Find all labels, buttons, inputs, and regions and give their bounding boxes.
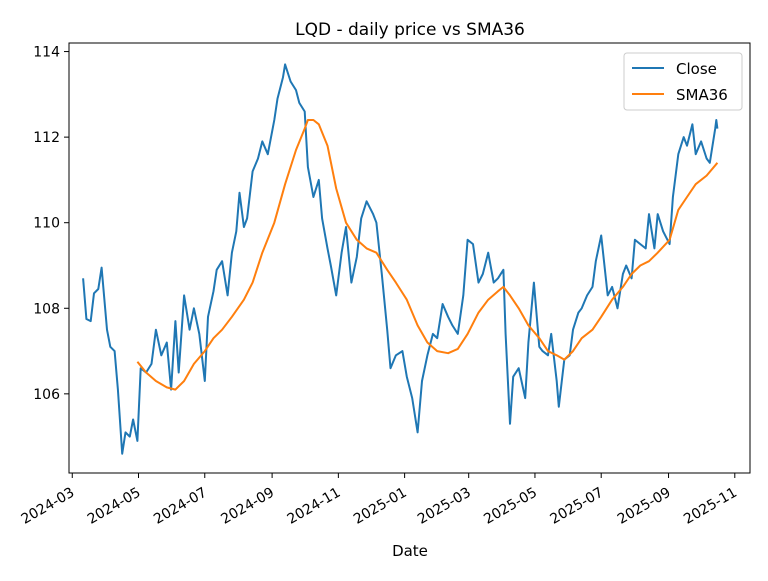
y-tick-label: 110 [33, 216, 60, 232]
x-axis-label: Date [392, 542, 428, 560]
legend: Close SMA36 [623, 52, 743, 111]
chart-title: LQD - daily price vs SMA36 [295, 20, 525, 40]
x-tick-label: 2025-09 [615, 485, 674, 528]
x-tick-label: 2024-09 [218, 485, 277, 528]
legend-sma-label: SMA36 [676, 86, 728, 104]
y-tick-label: 114 [33, 45, 60, 61]
series-line-sma36 [136, 119, 719, 391]
legend-close-label: Close [676, 60, 717, 78]
plot-frame [68, 42, 751, 474]
x-tick-label: 2025-05 [481, 485, 540, 528]
x-tick-label: 2025-11 [681, 485, 740, 528]
x-tick-label: 2024-11 [285, 485, 344, 528]
y-tick-label: 108 [33, 301, 60, 317]
x-tick-label: 2025-01 [351, 485, 410, 528]
x-tick-label: 2024-05 [85, 485, 144, 528]
series-layer [82, 63, 719, 455]
x-tick-label: 2025-03 [415, 485, 474, 528]
x-tick-label: 2025-07 [548, 485, 607, 528]
x-tick-label: 2024-03 [19, 485, 78, 528]
y-tick-label: 106 [33, 387, 60, 403]
series-line-close [82, 63, 719, 455]
axes: 2024-03 2024-05 2024-07 2024-09 2024-11 2025-… [19, 45, 740, 528]
y-tick-label: 112 [33, 130, 60, 146]
x-tick-label: 2024-07 [151, 485, 210, 528]
